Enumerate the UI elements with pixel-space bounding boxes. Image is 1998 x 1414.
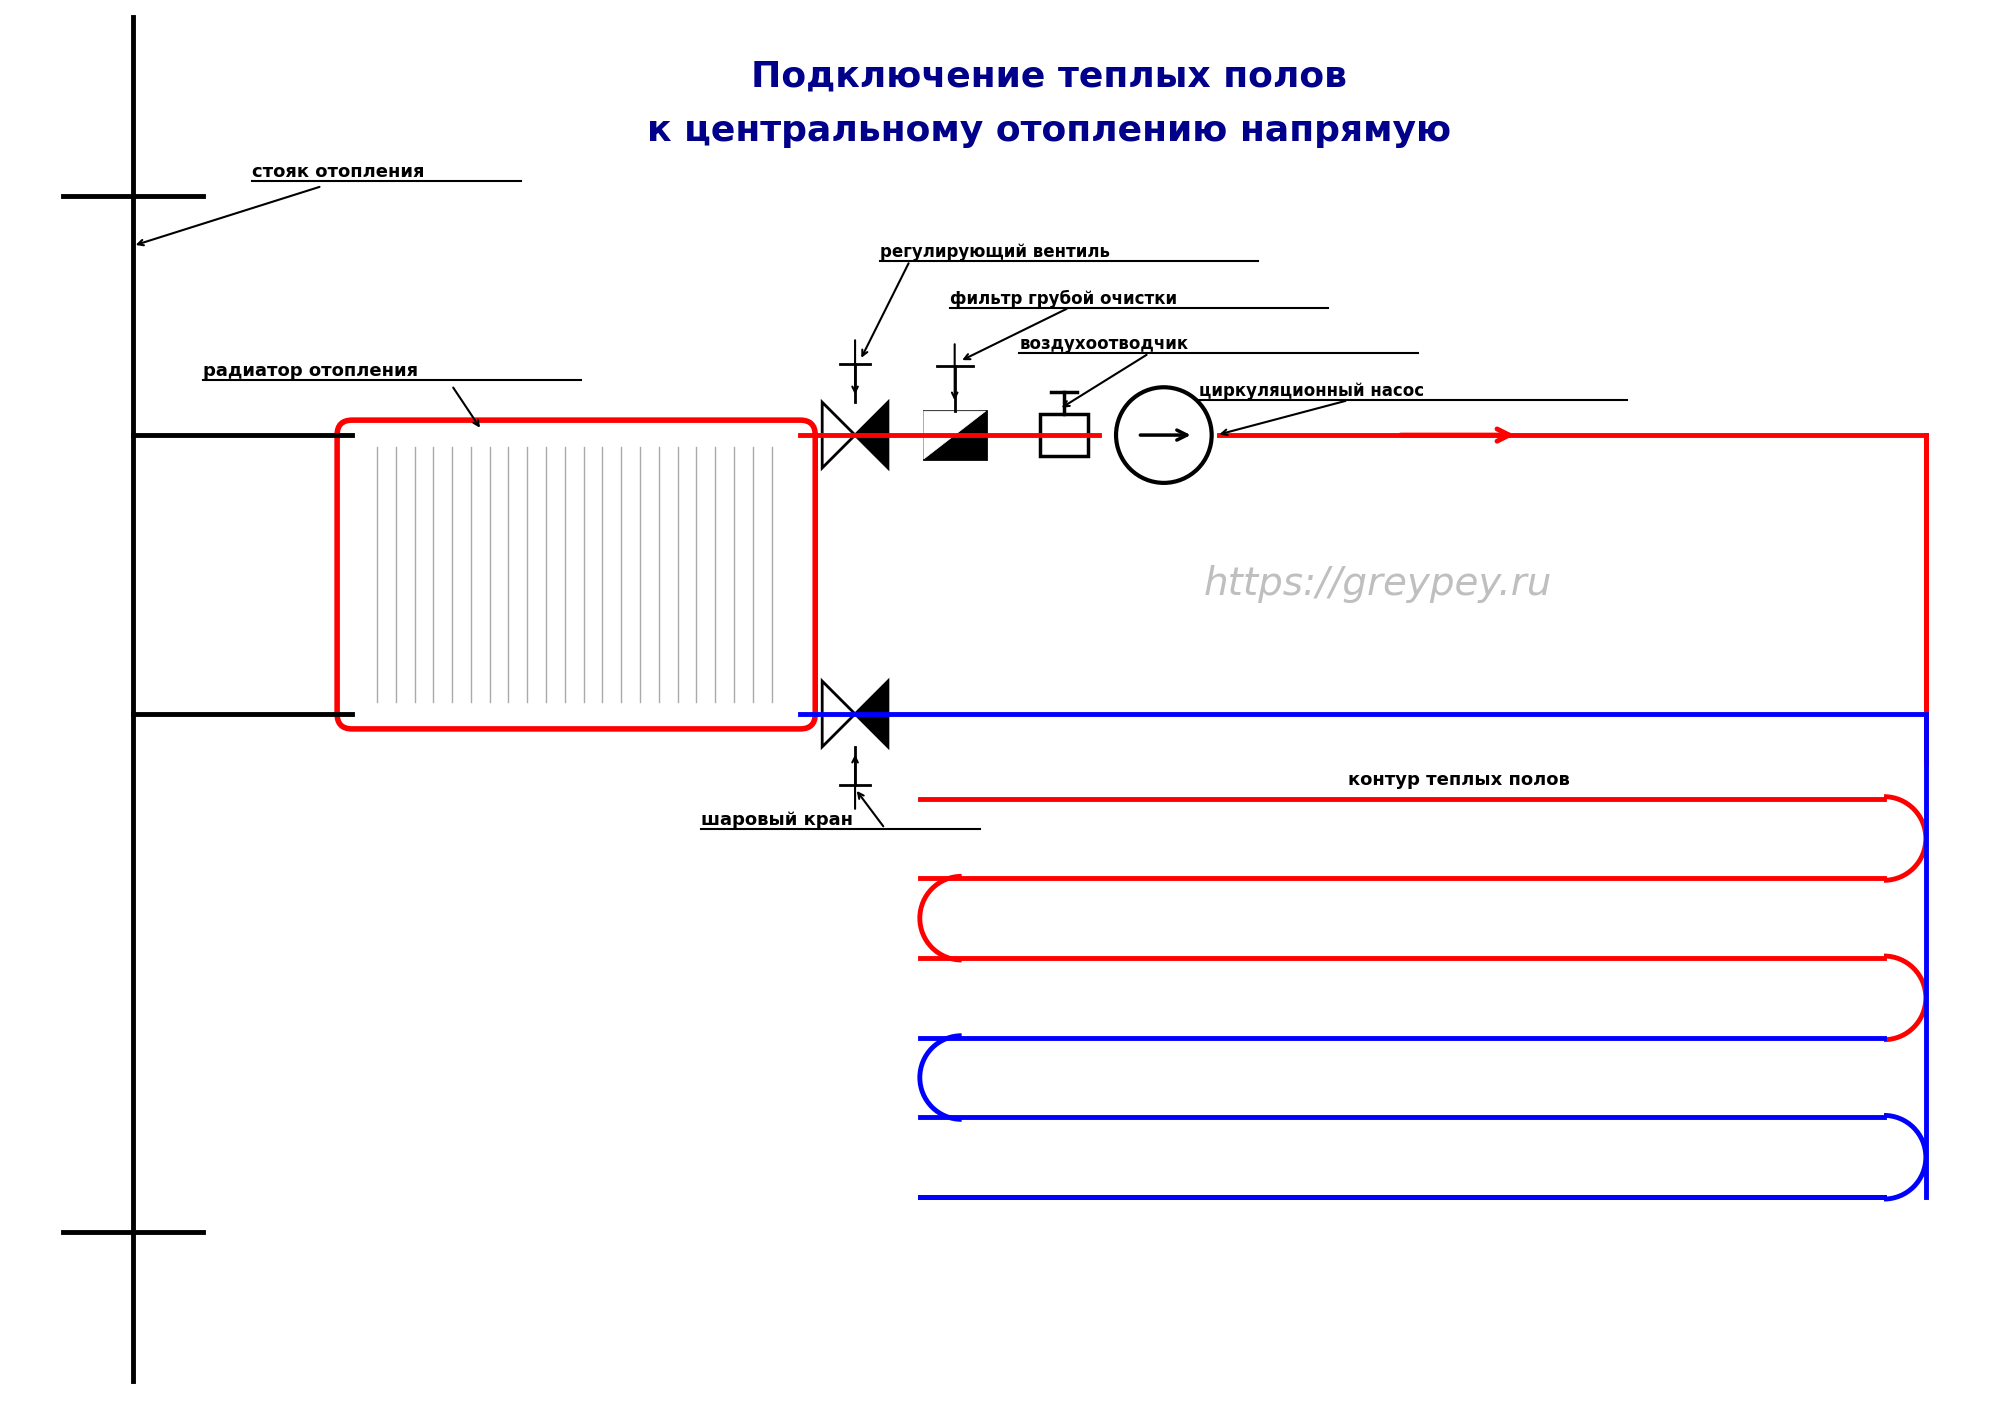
Bar	[1039, 414, 1087, 455]
Text: контур теплых полов: контур теплых полов	[1347, 771, 1568, 789]
Text: циркуляционный насос: циркуляционный насос	[1199, 382, 1423, 400]
Text: Подключение теплых полов: Подключение теплых полов	[751, 59, 1347, 93]
Text: радиатор отопления: радиатор отопления	[202, 362, 418, 380]
Polygon shape	[821, 402, 855, 468]
Text: https://greypey.ru: https://greypey.ru	[1203, 566, 1550, 604]
FancyBboxPatch shape	[338, 420, 815, 728]
Text: стояк отопления: стояк отопления	[252, 163, 426, 181]
Text: воздухоотводчик: воздухоотводчик	[1019, 335, 1189, 354]
Text: регулирующий вентиль: регулирующий вентиль	[879, 243, 1109, 260]
Polygon shape	[855, 682, 887, 747]
Text: фильтр грубой очистки: фильтр грубой очистки	[949, 290, 1177, 308]
Polygon shape	[855, 402, 887, 468]
Polygon shape	[923, 411, 985, 460]
Text: шаровый кран: шаровый кран	[701, 810, 853, 829]
Circle shape	[1115, 387, 1211, 484]
Polygon shape	[923, 411, 985, 460]
Text: к центральному отоплению напрямую: к центральному отоплению напрямую	[647, 115, 1451, 148]
Polygon shape	[821, 682, 855, 747]
